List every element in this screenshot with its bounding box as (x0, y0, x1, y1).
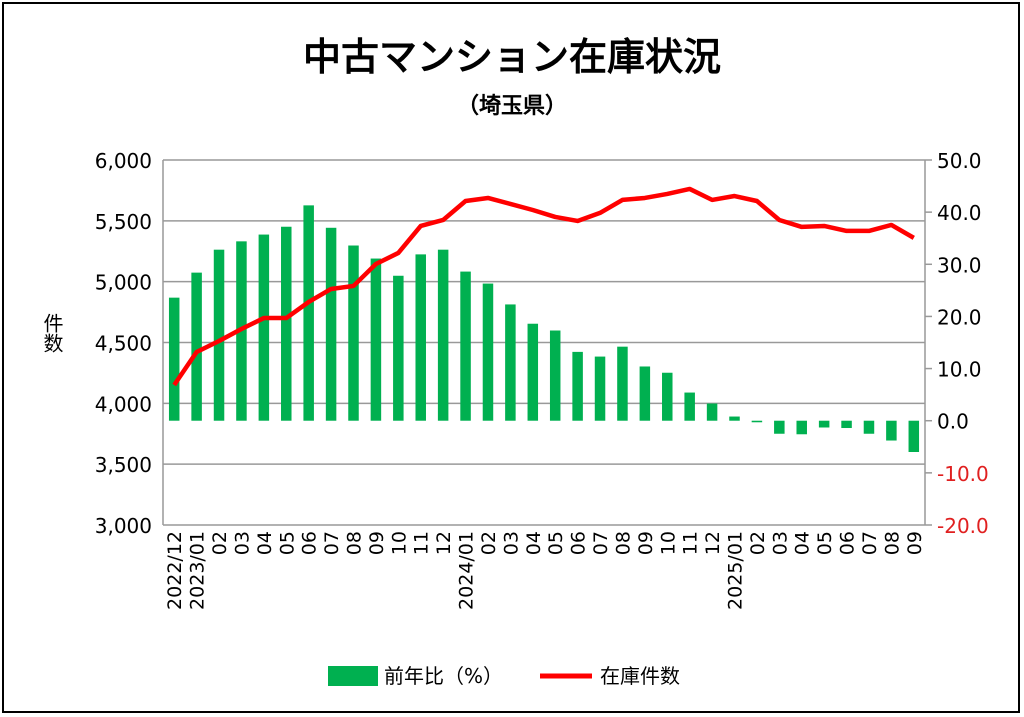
y-tick-label: 4,000 (95, 392, 152, 416)
legend-swatch-bar (328, 666, 378, 686)
y-tick-label: 6,000 (95, 149, 152, 173)
x-tick-label: 12 (702, 531, 724, 555)
x-tick-label: 07 (590, 531, 612, 555)
y2-tick-label: 40.0 (937, 201, 982, 225)
x-tick-label: 03 (231, 531, 253, 555)
x-tick-label: 2023/01 (187, 531, 209, 610)
bar-yoy (729, 416, 740, 421)
y-tick-label: 3,000 (95, 514, 152, 538)
x-tick-label: 06 (837, 531, 859, 555)
bar-yoy (706, 403, 718, 421)
y2-tick-label: 10.0 (937, 358, 982, 382)
legend-label-bar: 前年比（%） (384, 664, 503, 688)
y-axis-label: 件数 (40, 313, 64, 353)
y2-tick-label: 20.0 (937, 305, 982, 329)
x-tick-label: 07 (321, 531, 343, 555)
bar-yoy (325, 227, 337, 421)
bar-yoy (370, 258, 382, 421)
x-tick-label: 02 (209, 531, 231, 555)
bar-yoy (437, 249, 449, 421)
y2-tick-label: 30.0 (937, 253, 982, 277)
y-tick-label: 3,500 (95, 453, 152, 477)
x-tick-label: 02 (478, 531, 500, 555)
bar-yoy (751, 420, 763, 423)
bar-yoy (908, 420, 920, 452)
x-tick-label: 04 (792, 531, 814, 555)
bar-yoy (617, 346, 628, 421)
y-tick-label: 5,000 (95, 271, 152, 295)
bar-yoy (415, 254, 426, 421)
bar-yoy (482, 283, 494, 421)
y2-tick-label: 50.0 (937, 149, 982, 173)
x-tick-label: 02 (747, 531, 769, 555)
x-tick-label: 2024/01 (456, 531, 478, 610)
x-tick-label: 07 (859, 531, 881, 555)
bar-yoy (662, 372, 673, 421)
bar-yoy (774, 420, 785, 434)
x-tick-label: 12 (433, 531, 455, 555)
x-tick-label: 06 (568, 531, 590, 555)
bar-yoy (639, 366, 651, 421)
y-tick-label: 4,500 (95, 332, 152, 356)
legend-label-line: 在庫件数 (600, 664, 680, 688)
x-tick-label: 09 (635, 531, 657, 555)
line-inventory (172, 186, 915, 387)
chart-title: 中古マンション在庫状況 (303, 35, 721, 79)
bar-yoy (863, 420, 875, 434)
x-tick-label: 10 (657, 531, 679, 555)
bar-yoy (572, 351, 583, 421)
bar-yoy (549, 330, 561, 421)
bar-yoy (594, 356, 606, 421)
x-tick-label: 05 (545, 531, 567, 555)
y2-tick-label: -10.0 (937, 462, 989, 486)
x-tick-label: 10 (388, 531, 410, 555)
bar-yoy (168, 297, 180, 421)
x-tick-label: 04 (254, 531, 276, 555)
bar-yoy (796, 420, 807, 435)
x-tick-label: 08 (612, 531, 634, 555)
bar-yoy (303, 205, 314, 421)
x-tick-label: 05 (814, 531, 836, 555)
x-tick-label: 11 (411, 531, 433, 555)
bar-yoy (393, 275, 404, 421)
bar-yoy (841, 420, 852, 429)
x-tick-label: 09 (904, 531, 926, 555)
bar-yoy (684, 392, 695, 421)
bar-yoy (886, 420, 897, 441)
bar-yoy (818, 420, 830, 428)
x-tick-label: 04 (523, 531, 545, 555)
x-tick-label: 03 (769, 531, 791, 555)
x-tick-label: 03 (500, 531, 522, 555)
chart-subtitle: （埼玉県） (457, 94, 567, 119)
x-tick-label: 09 (366, 531, 388, 555)
y2-tick-label: -20.0 (937, 514, 989, 538)
bar-yoy (191, 272, 202, 421)
bar-yoy (505, 304, 516, 421)
x-tick-label: 08 (881, 531, 903, 555)
legend: 前年比（%） 在庫件数 (328, 664, 680, 688)
y2-tick-label: 0.0 (937, 410, 969, 434)
bar-yoy (348, 245, 359, 421)
x-tick-label: 11 (680, 531, 702, 555)
x-tick-label: 2022/12 (164, 531, 186, 610)
y-tick-label: 5,500 (95, 210, 152, 234)
x-tick-label: 06 (299, 531, 321, 555)
x-tick-label: 08 (344, 531, 366, 555)
bar-yoy (213, 249, 225, 421)
x-tick-label: 05 (276, 531, 298, 555)
bar-yoy (460, 271, 471, 421)
bar-yoy (527, 323, 539, 421)
bar-yoy (281, 226, 292, 421)
bar-yoy (258, 234, 270, 421)
x-tick-label: 2025/01 (725, 531, 747, 610)
